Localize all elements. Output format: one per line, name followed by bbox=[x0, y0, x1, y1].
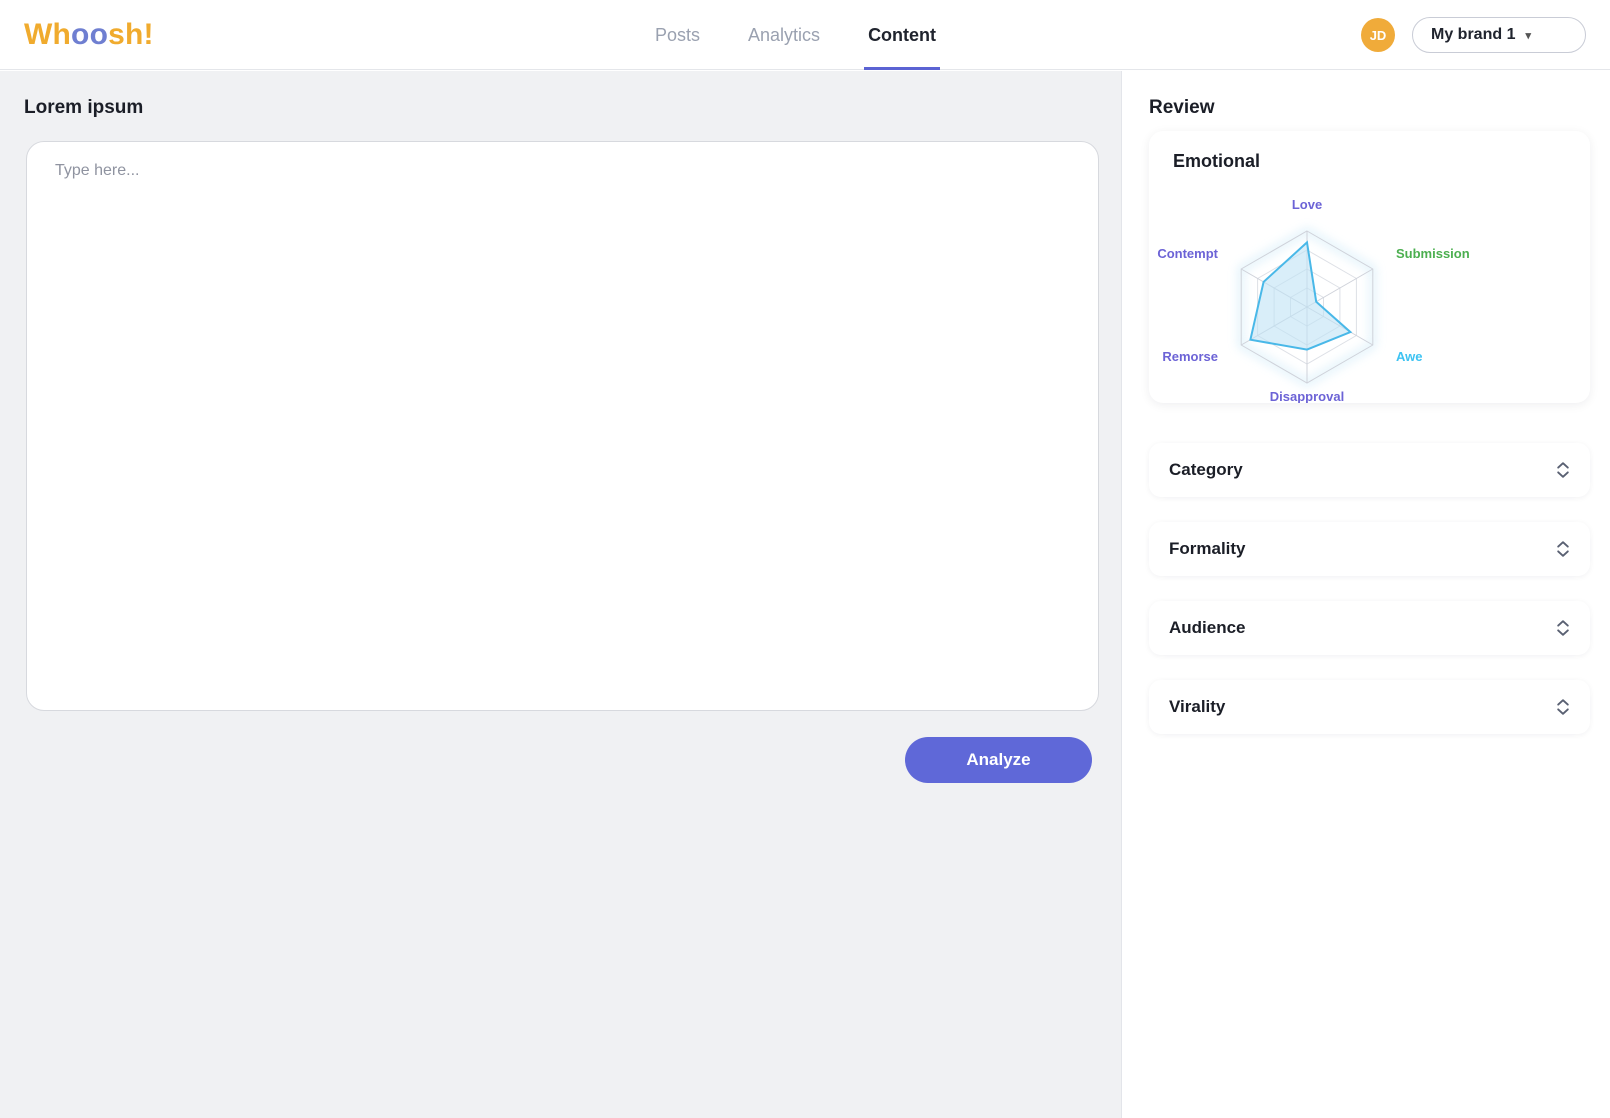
svg-text:Love: Love bbox=[1292, 197, 1322, 212]
svg-text:Contempt: Contempt bbox=[1157, 246, 1218, 261]
svg-text:Submission: Submission bbox=[1396, 246, 1470, 261]
svg-text:Disapproval: Disapproval bbox=[1270, 389, 1344, 403]
svg-text:Remorse: Remorse bbox=[1162, 349, 1218, 364]
svg-text:Awe: Awe bbox=[1396, 349, 1423, 364]
